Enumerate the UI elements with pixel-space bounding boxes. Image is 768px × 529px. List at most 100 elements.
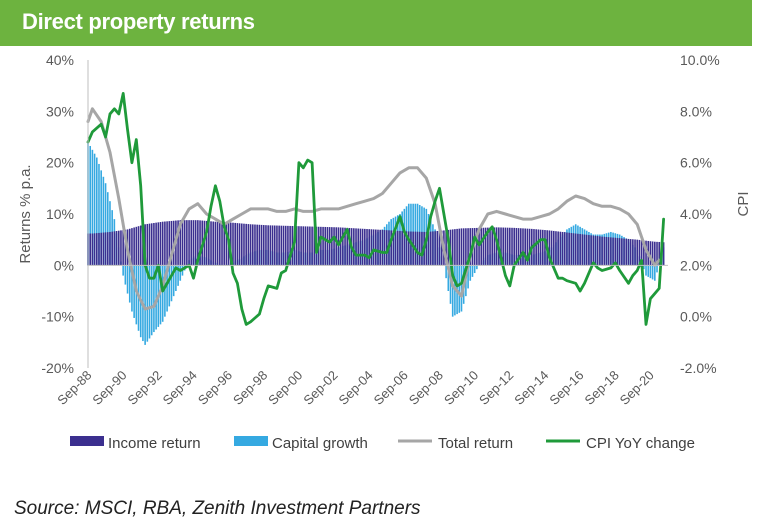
y2-tick-label: 10.0%	[680, 52, 720, 68]
capital-growth-bar	[654, 265, 656, 281]
x-tick-label: Sep-96	[195, 368, 235, 408]
income-return-bar	[493, 227, 496, 266]
income-return-bar	[405, 231, 408, 266]
capital-growth-bar	[172, 265, 175, 297]
income-return-bar	[120, 230, 122, 266]
income-return-bar	[113, 231, 116, 266]
capital-growth-bar	[102, 176, 105, 266]
income-return-bar	[212, 221, 215, 266]
capital-growth-bar	[95, 157, 98, 266]
income-return-bar	[614, 237, 617, 266]
x-tick-label: Sep-08	[406, 368, 446, 408]
income-return-bar	[427, 231, 430, 266]
income-return-bar	[194, 220, 197, 266]
legend-cpi-yoy-label: CPI YoY change	[586, 435, 695, 452]
income-return-bar	[651, 241, 654, 266]
income-return-bar	[594, 235, 597, 266]
income-return-bar	[304, 226, 307, 266]
x-tick-label: Sep-10	[441, 368, 481, 408]
income-return-bar	[440, 230, 443, 266]
income-return-bar	[403, 231, 406, 266]
capital-growth-bar	[104, 183, 107, 266]
income-return-bar	[517, 228, 520, 266]
y2-tick-label: 6.0%	[680, 155, 712, 171]
income-return-bar	[610, 237, 612, 266]
x-tick-label: Sep-18	[582, 368, 622, 408]
capital-growth-bar	[168, 265, 171, 307]
x-tick-label: Sep-04	[335, 368, 375, 408]
income-return-bar	[269, 225, 272, 266]
income-return-bar	[324, 226, 327, 266]
income-return-bar	[436, 231, 439, 266]
income-return-bar	[186, 220, 188, 266]
income-return-bar	[282, 225, 285, 266]
income-return-bar	[445, 230, 447, 266]
income-return-bar	[401, 231, 403, 266]
income-return-bar	[298, 226, 300, 266]
income-return-bar	[603, 236, 606, 266]
capital-growth-bar	[146, 265, 149, 342]
income-return-bar	[258, 224, 261, 266]
income-return-bar	[331, 227, 333, 266]
capital-growth-bar	[89, 145, 91, 266]
income-return-bar	[328, 227, 331, 266]
y2-tick-label: 4.0%	[680, 206, 712, 222]
income-return-bar	[284, 225, 287, 266]
income-return-bar	[454, 229, 456, 266]
income-return-bar	[581, 234, 584, 266]
income-return-bar	[106, 232, 109, 266]
capital-growth-bar	[170, 265, 173, 302]
income-return-bar	[122, 230, 124, 266]
income-return-bar	[511, 227, 513, 266]
income-return-bar	[265, 225, 267, 266]
income-return-bar	[621, 238, 623, 266]
income-return-bar	[434, 231, 436, 266]
income-return-bar	[157, 222, 160, 266]
capital-growth-bar	[471, 265, 474, 277]
income-return-bar	[192, 220, 195, 266]
y-tick-label: 0%	[54, 257, 74, 273]
legend-capital-growth-label: Capital growth	[272, 435, 368, 452]
capital-growth-bar	[469, 265, 472, 281]
y-tick-label: 30%	[46, 103, 74, 119]
income-return-bar	[592, 235, 595, 266]
income-return-bar	[458, 228, 461, 266]
income-return-bar	[326, 227, 329, 266]
income-return-bar	[219, 221, 221, 266]
income-return-bar	[183, 220, 186, 266]
income-return-bar	[236, 223, 239, 266]
capital-growth-bar	[98, 163, 100, 266]
income-return-bar	[559, 231, 562, 266]
income-return-bar	[102, 232, 105, 266]
income-return-bar	[313, 226, 316, 266]
income-return-bar	[623, 238, 625, 266]
income-return-bar	[506, 227, 509, 266]
income-return-bar	[137, 226, 140, 266]
income-return-bar	[385, 230, 388, 266]
income-return-bar	[392, 230, 395, 266]
income-return-bar	[287, 225, 289, 266]
income-return-bar	[199, 220, 201, 266]
income-return-bar	[539, 229, 542, 266]
income-return-bar	[636, 239, 639, 266]
income-return-bar	[390, 230, 392, 266]
income-return-bar	[306, 226, 309, 266]
income-return-bar	[570, 232, 573, 266]
income-return-bar	[251, 224, 254, 266]
capital-growth-bar	[645, 265, 647, 276]
capital-growth-bar	[122, 265, 124, 276]
legend: Income return Capital growth Total return C…	[70, 435, 695, 452]
income-return-bar	[205, 220, 208, 266]
income-return-bar	[295, 226, 298, 266]
income-return-bar	[240, 223, 243, 266]
income-return-bar	[377, 229, 379, 266]
x-tick-label: Sep-00	[265, 368, 305, 408]
income-return-bar	[370, 229, 373, 266]
income-return-bar	[548, 230, 551, 266]
income-return-bar	[438, 230, 441, 266]
income-return-bar	[339, 227, 342, 266]
income-return-bar	[190, 220, 193, 266]
x-tick-label: Sep-92	[125, 368, 165, 408]
capital-growth-bar	[124, 265, 127, 285]
y-tick-label: 10%	[46, 206, 74, 222]
